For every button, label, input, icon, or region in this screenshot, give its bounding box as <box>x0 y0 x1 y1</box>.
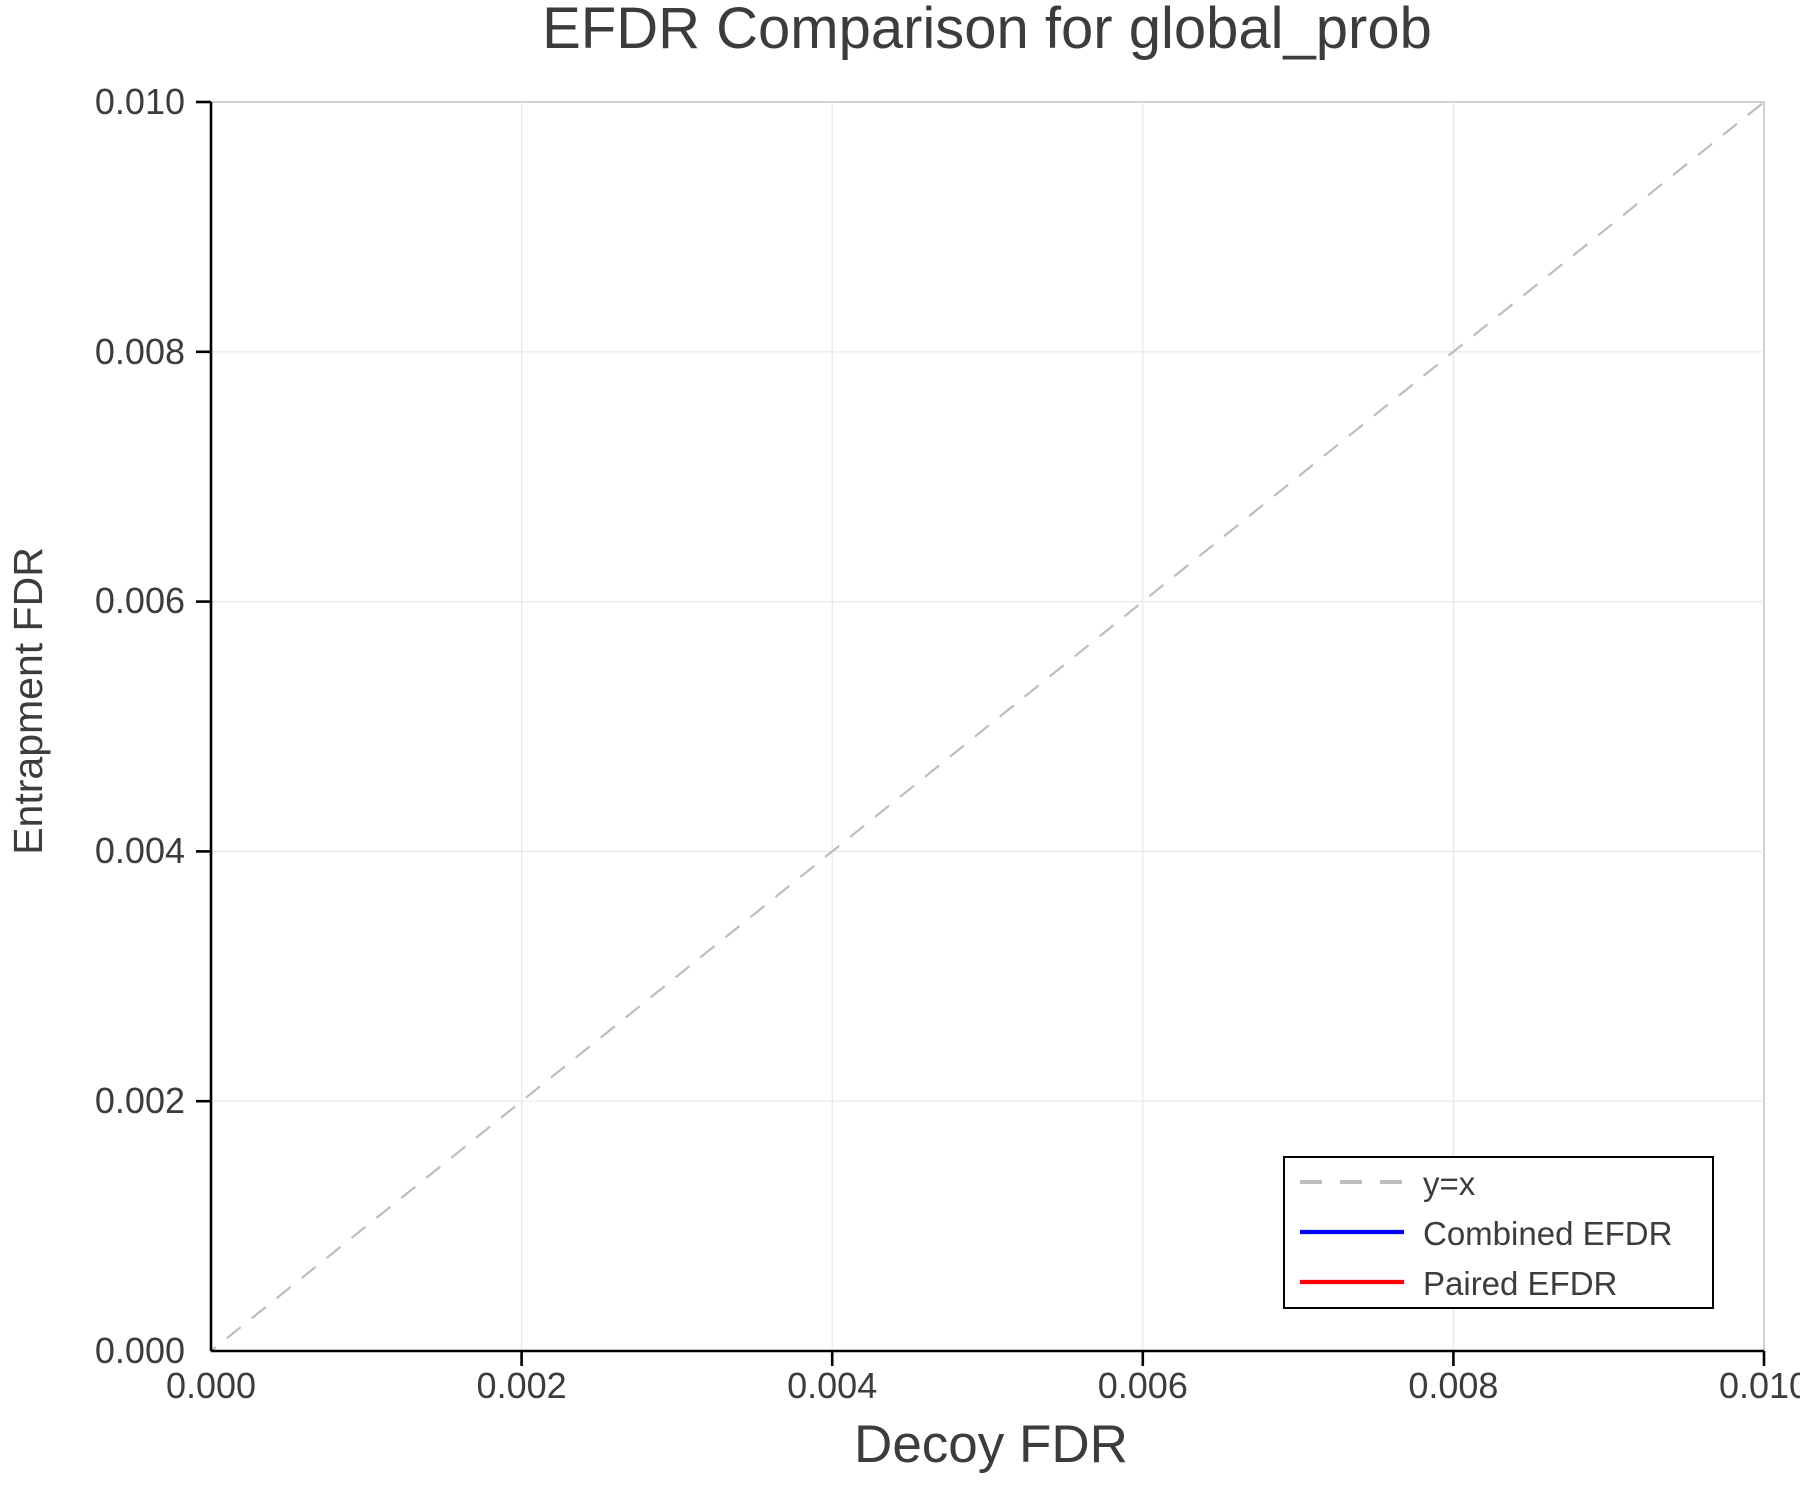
svg-text:0.004: 0.004 <box>95 830 185 871</box>
svg-text:0.002: 0.002 <box>477 1365 567 1406</box>
svg-text:0.010: 0.010 <box>95 81 185 122</box>
svg-text:Combined EFDR: Combined EFDR <box>1423 1215 1672 1252</box>
svg-text:0.008: 0.008 <box>95 331 185 372</box>
svg-text:Entrapment FDR: Entrapment FDR <box>5 547 51 855</box>
svg-text:y=x: y=x <box>1423 1165 1476 1202</box>
svg-text:Decoy FDR: Decoy FDR <box>854 1415 1128 1474</box>
svg-text:0.006: 0.006 <box>95 580 185 621</box>
svg-text:EFDR Comparison for global_pro: EFDR Comparison for global_prob <box>542 0 1432 61</box>
svg-text:0.004: 0.004 <box>787 1365 877 1406</box>
svg-text:0.000: 0.000 <box>95 1330 185 1371</box>
svg-text:0.010: 0.010 <box>1719 1365 1800 1406</box>
svg-text:0.006: 0.006 <box>1098 1365 1188 1406</box>
svg-text:0.000: 0.000 <box>166 1365 256 1406</box>
svg-text:0.008: 0.008 <box>1408 1365 1498 1406</box>
svg-text:Paired EFDR: Paired EFDR <box>1423 1265 1617 1302</box>
svg-text:0.002: 0.002 <box>95 1080 185 1121</box>
